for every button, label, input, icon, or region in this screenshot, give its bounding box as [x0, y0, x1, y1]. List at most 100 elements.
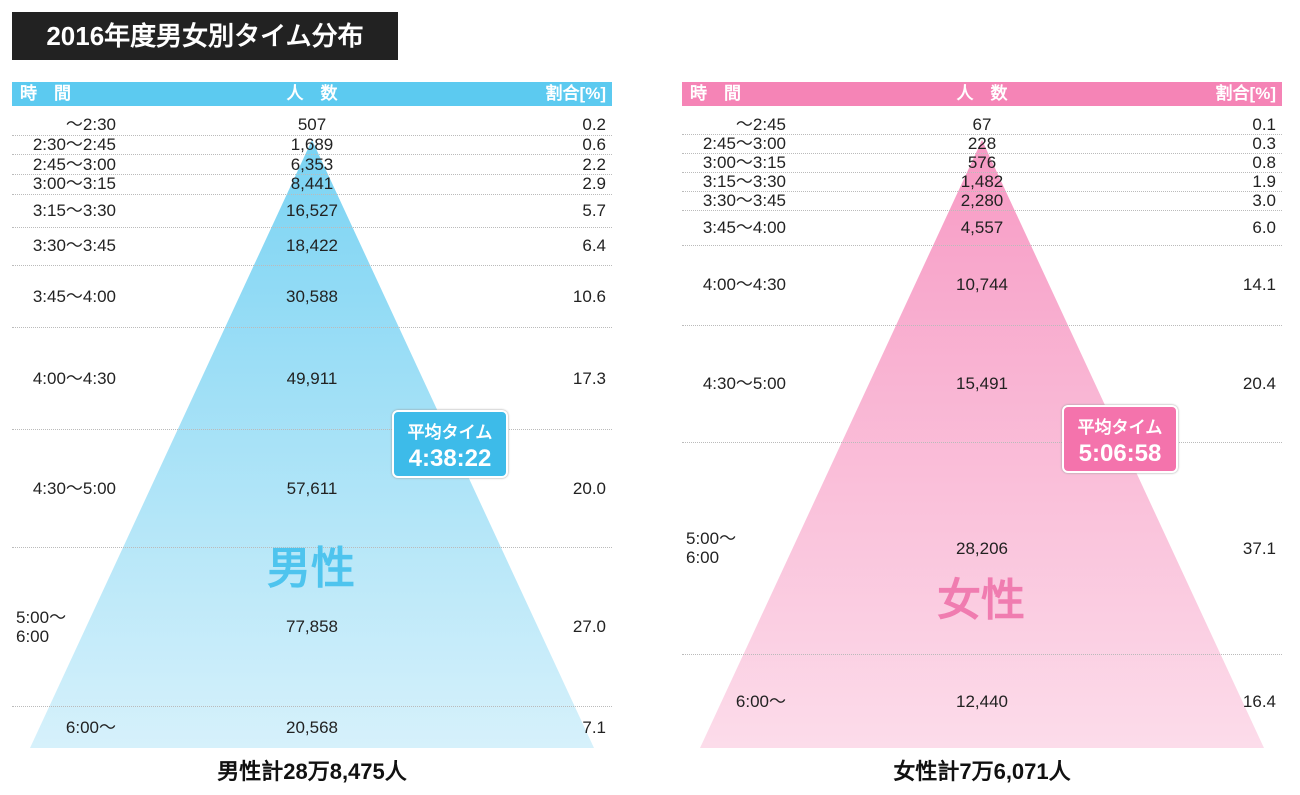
row-separator [682, 210, 1282, 212]
row-separator [682, 325, 1282, 327]
column-header: 時 間 [690, 84, 741, 103]
count: 57,611 [286, 478, 338, 498]
share: 17.3 [572, 368, 606, 388]
share: 6.0 [1252, 217, 1276, 237]
time-label: 5:00〜 6:00 [16, 607, 67, 646]
row-separator [12, 706, 612, 708]
time-label: 3:00〜3:15 [32, 174, 116, 194]
row-separator [682, 172, 1282, 174]
share: 7.1 [582, 717, 606, 737]
gender-label: 女性 [937, 576, 1025, 625]
count: 77,858 [286, 617, 338, 637]
column-header: 人 数 [286, 84, 338, 103]
count: 10,744 [956, 275, 1008, 295]
count: 67 [972, 115, 992, 135]
time-label: 3:15〜3:30 [32, 200, 116, 220]
share: 16.4 [1242, 691, 1276, 711]
panel: 時 間 人 数 割合[%] 〜2:45 67 0.1 2:45〜3:00 228 0.3 3:00… [682, 82, 1282, 792]
count: 20,568 [286, 717, 338, 737]
average-label: 平均タイム [1077, 418, 1163, 437]
header-bar: 時 間 人 数 割合[%] [682, 82, 1282, 106]
row-separator [12, 547, 612, 549]
column-header: 割合[%] [545, 84, 606, 103]
count: 576 [967, 153, 997, 173]
share: 6.4 [582, 236, 606, 256]
count: 49,911 [286, 368, 338, 388]
count: 28,206 [956, 538, 1008, 558]
time-label: 5:00〜 6:00 [686, 529, 737, 568]
time-label: 4:00〜4:30 [32, 368, 116, 388]
average-time: 4:38:22 [408, 445, 492, 472]
time-label: 6:00〜 [65, 717, 116, 737]
average-box: 平均タイム 5:06:58 [1062, 405, 1178, 473]
share: 1.9 [1252, 172, 1276, 192]
pyramid [700, 140, 1264, 748]
row-separator [12, 327, 612, 329]
row-separator [12, 154, 612, 156]
time-label: 3:30〜3:45 [32, 236, 116, 256]
title: 2016年度男女別タイム分布 [12, 12, 398, 60]
time-label: 4:00〜4:30 [702, 275, 786, 295]
count: 8,441 [290, 174, 334, 194]
count: 18,422 [286, 236, 338, 256]
column-header: 時 間 [20, 84, 71, 103]
share: 37.1 [1242, 538, 1276, 558]
row-separator [12, 264, 612, 266]
row-separator [12, 134, 612, 136]
row-separator [682, 191, 1282, 193]
count: 507 [297, 115, 327, 135]
header-bar: 時 間 人 数 割合[%] [12, 82, 612, 106]
time-label: 2:45〜3:00 [702, 134, 786, 154]
share: 0.3 [1252, 134, 1276, 154]
count: 30,588 [286, 286, 338, 306]
count: 6,353 [290, 154, 334, 174]
row-separator [682, 244, 1282, 246]
triangle [30, 140, 594, 748]
time-label: 3:00〜3:15 [702, 153, 786, 173]
average-box: 平均タイム 4:38:22 [392, 410, 508, 478]
share: 0.1 [1252, 115, 1276, 135]
count: 1,689 [290, 134, 334, 154]
time-label: 〜2:45 [735, 115, 786, 135]
total: 男性計28万8,475人 [217, 759, 407, 784]
row-separator [12, 429, 612, 431]
share: 5.7 [582, 200, 606, 220]
panel: 時 間人 数割合[%] 〜2:30 507 0.2 2:30〜2:45 1,689 0.6 2… [12, 82, 612, 792]
count: 15,491 [956, 374, 1008, 394]
count: 1,482 [960, 172, 1004, 192]
time-label: 3:45〜4:00 [32, 286, 116, 306]
time-label: 4:30〜5:00 [702, 374, 786, 394]
share: 0.2 [582, 115, 606, 135]
gender-label: 男性 [267, 544, 355, 593]
share: 20.4 [1242, 374, 1276, 394]
row-separator [682, 153, 1282, 155]
average-time: 5:06:58 [1078, 440, 1162, 467]
time-label: 4:30〜5:00 [32, 478, 116, 498]
total: 女性計7万6,071人 [893, 759, 1071, 784]
time-label: 3:30〜3:45 [702, 191, 786, 211]
share: 27.0 [572, 617, 606, 637]
time-label: 2:45〜3:00 [32, 154, 116, 174]
average-label: 平均タイム [407, 423, 493, 442]
row-separator [682, 441, 1282, 443]
triangle [700, 140, 1264, 748]
row-separator [12, 227, 612, 229]
count: 4,557 [960, 217, 1004, 237]
row-separator [682, 134, 1282, 136]
share: 10.6 [572, 286, 606, 306]
time-label: 6:00〜 [735, 691, 786, 711]
share: 14.1 [1242, 275, 1276, 295]
time-label: 3:45〜4:00 [702, 217, 786, 237]
time-label: 2:30〜2:45 [32, 134, 116, 154]
row-separator [12, 193, 612, 195]
share: 2.2 [582, 154, 606, 174]
count: 228 [967, 134, 997, 154]
time-label: 〜2:30 [65, 115, 116, 135]
share: 0.6 [582, 134, 606, 154]
share: 3.0 [1252, 191, 1276, 211]
share: 2.9 [582, 174, 606, 194]
column-header: 人 数 [956, 84, 1008, 103]
share: 20.0 [572, 478, 606, 498]
count: 2,280 [960, 191, 1004, 211]
